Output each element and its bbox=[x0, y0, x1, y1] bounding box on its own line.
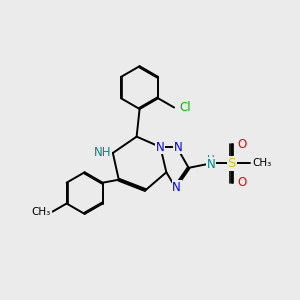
Text: NH: NH bbox=[94, 146, 111, 160]
Text: O: O bbox=[237, 138, 246, 151]
Text: N: N bbox=[172, 181, 181, 194]
Text: CH₃: CH₃ bbox=[32, 207, 51, 217]
Text: H: H bbox=[207, 155, 215, 165]
Text: S: S bbox=[227, 157, 236, 170]
Text: N: N bbox=[174, 140, 183, 154]
Text: CH₃: CH₃ bbox=[252, 158, 271, 168]
Text: Cl: Cl bbox=[179, 101, 191, 114]
Text: N: N bbox=[156, 140, 165, 154]
Text: N: N bbox=[207, 158, 215, 171]
Text: O: O bbox=[237, 176, 246, 189]
